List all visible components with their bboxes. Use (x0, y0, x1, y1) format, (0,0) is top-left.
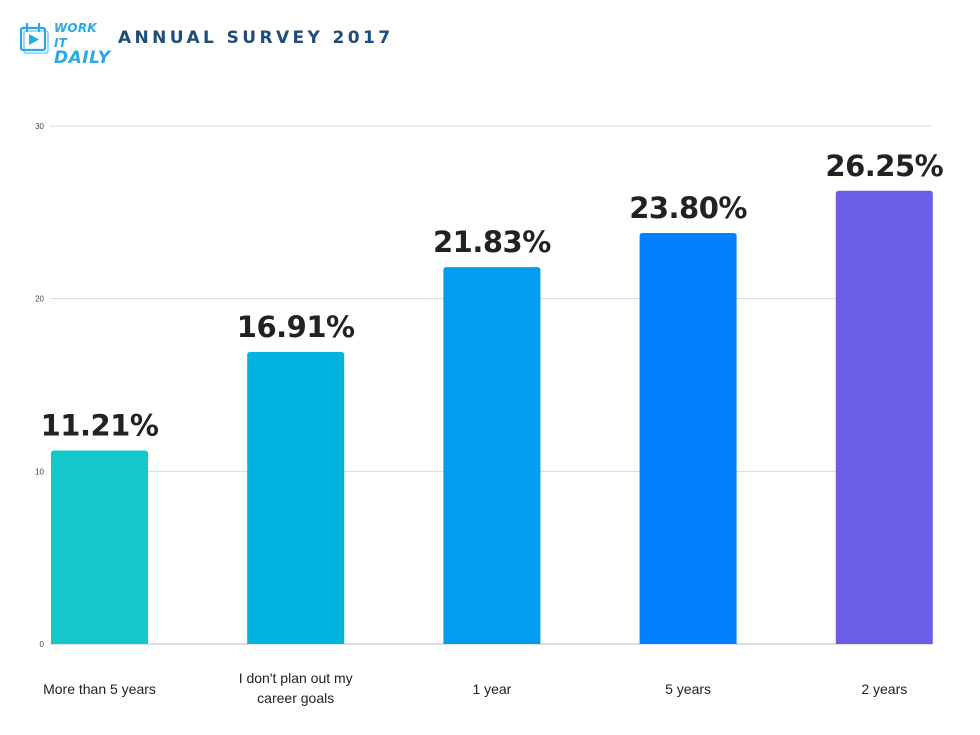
bar (247, 352, 345, 644)
x-category-label: career goals (257, 690, 334, 706)
bar (443, 267, 541, 644)
bar-value-label: 11.21% (41, 408, 159, 442)
bar (835, 190, 933, 644)
x-category-label: More than 5 years (43, 681, 156, 697)
bar (639, 233, 737, 644)
y-tick-label: 20 (35, 295, 44, 304)
y-tick-label: 0 (40, 640, 45, 649)
x-category-label: 5 years (665, 681, 711, 697)
bar-value-label: 16.91% (237, 310, 355, 344)
bar (51, 450, 148, 644)
y-tick-label: 10 (35, 467, 44, 476)
logo-text-line2: DAILY (54, 48, 111, 68)
x-category-label: 1 year (472, 681, 511, 697)
play-calendar-icon (19, 22, 49, 54)
bar-value-label: 21.83% (433, 225, 551, 259)
x-category-label: I don't plan out my (239, 670, 353, 686)
logo-text-line1: WORK IT (54, 21, 97, 50)
bar-value-label: 26.25% (825, 149, 943, 183)
x-category-label: 2 years (861, 681, 907, 697)
y-tick-label: 30 (35, 122, 44, 131)
work-it-daily-logo: WORK IT DAILY (18, 20, 110, 67)
bar-value-label: 23.80% (629, 191, 747, 225)
header: WORK IT DAILY ANNUAL SURVEY 2017 (18, 20, 394, 67)
page-title: ANNUAL SURVEY 2017 (118, 28, 394, 48)
